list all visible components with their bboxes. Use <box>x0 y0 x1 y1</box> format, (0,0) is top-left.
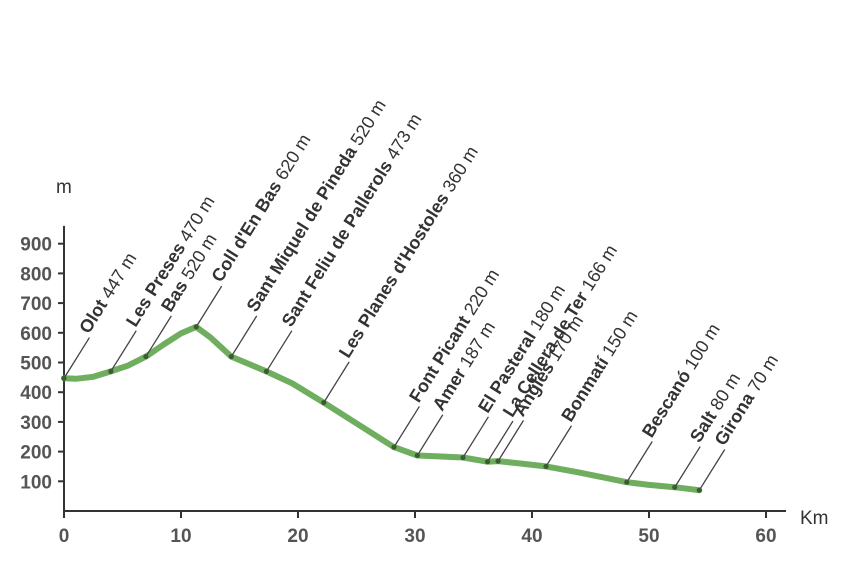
y-tick-label: 200 <box>20 443 52 464</box>
stop-altitude: 473 m <box>382 110 425 163</box>
y-tick-label: 500 <box>20 354 52 375</box>
x-axis-label: Km <box>800 508 829 529</box>
stop-leader-line <box>393 406 420 448</box>
stop-leader-line <box>626 441 653 483</box>
stop-point <box>193 324 199 330</box>
y-tick-group: 100 200 300 400 500 600 700 800 900 <box>20 235 64 493</box>
stop-point <box>143 353 149 360</box>
stop-altitude: 70 m <box>744 351 782 396</box>
stop-leader-line <box>230 315 258 357</box>
stop-leader-line <box>323 361 350 403</box>
stop-leader-line <box>110 330 137 372</box>
stop-altitude: 360 m <box>438 143 481 196</box>
x-tick-label: 0 <box>59 526 70 547</box>
x-tick-label: 50 <box>638 526 659 547</box>
stop-point <box>61 375 67 381</box>
x-tick-label: 30 <box>404 526 425 547</box>
stop-leader-line <box>497 420 525 462</box>
y-tick-label: 800 <box>20 264 52 285</box>
stop-point <box>672 484 678 490</box>
stop-point <box>484 459 491 465</box>
axes: 0 10 20 30 40 50 60 100 200 300 400 500 600 700 800 90… <box>20 177 828 547</box>
stop-leader-line <box>416 414 444 456</box>
y-tick-label: 600 <box>20 324 52 345</box>
stop-altitude: 220 m <box>460 265 503 318</box>
stop-point <box>495 458 501 464</box>
stop-leader-line <box>145 315 172 357</box>
stop-point <box>391 444 397 450</box>
stop-point <box>460 454 466 461</box>
stop-point <box>543 463 549 470</box>
stop-font-picant: Font Picant 220 m <box>391 265 503 450</box>
stop-name: Bonmatí <box>557 349 615 425</box>
stop-label: Coll d'En Bas 620 m <box>207 130 314 285</box>
stop-leader-line <box>195 285 223 328</box>
x-tick-label: 60 <box>755 526 776 547</box>
stop-point <box>414 452 420 459</box>
x-tick-group: 0 10 20 30 40 50 60 <box>59 511 777 547</box>
y-tick-label: 700 <box>20 294 52 315</box>
stop-altitude: 520 m <box>346 96 389 149</box>
stop-point <box>228 353 234 360</box>
stop-altitude: 100 m <box>680 320 723 373</box>
stop-name: Bescanó <box>638 362 697 440</box>
x-tick-label: 40 <box>521 526 542 547</box>
y-axis-label: m <box>56 177 72 198</box>
stop-leader-line <box>265 330 293 372</box>
stop-leader-line <box>486 420 514 463</box>
stop-point <box>696 487 702 493</box>
stop-leader-line <box>698 449 726 491</box>
stop-altitude: 150 m <box>598 307 641 360</box>
stop-leader-line <box>63 337 90 379</box>
x-tick-label: 10 <box>170 526 191 547</box>
stop-altitude: 447 m <box>97 249 140 302</box>
stop-leader-line <box>462 416 489 458</box>
stop-point <box>108 368 114 375</box>
stop-point <box>321 399 327 406</box>
stop-leader-line <box>545 425 573 467</box>
y-tick-label: 400 <box>20 383 52 404</box>
y-tick-label: 900 <box>20 235 52 256</box>
stop-altitude: 166 m <box>578 241 621 294</box>
y-tick-label: 300 <box>20 413 52 434</box>
x-tick-label: 20 <box>287 526 308 547</box>
stop-point <box>263 368 270 375</box>
stop-altitude: 620 m <box>271 130 314 183</box>
stop-leader-line <box>674 446 701 488</box>
y-tick-label: 100 <box>20 472 52 493</box>
stop-point <box>624 479 630 485</box>
